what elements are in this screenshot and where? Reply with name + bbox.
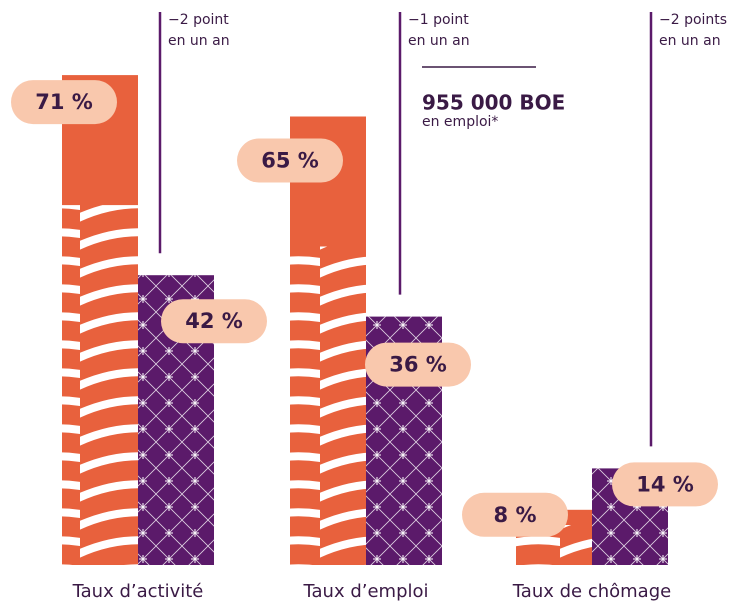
callout-value: 955 000 BOE	[422, 91, 565, 115]
value-label: 36 %	[389, 353, 447, 377]
annotation: en un an	[408, 33, 470, 49]
value-pill	[237, 138, 343, 183]
annotation: en un an	[168, 33, 230, 49]
value-pill	[11, 80, 117, 125]
value-label: 42 %	[185, 309, 243, 333]
annotation: −2 points	[659, 12, 727, 28]
callout-label: en emploi*	[422, 114, 498, 130]
value-label: 65 %	[261, 149, 319, 173]
category-label: Taux d’emploi	[302, 581, 428, 602]
category-label: Taux d’activité	[72, 581, 204, 602]
annotation: −1 point	[408, 12, 469, 28]
bar-texture	[290, 246, 366, 565]
bar-texture	[62, 205, 138, 565]
value-pill	[612, 462, 718, 507]
value-pill	[365, 342, 471, 387]
value-label: 8 %	[494, 503, 537, 527]
annotation: −2 point	[168, 12, 229, 28]
annotation: en un an	[659, 33, 721, 49]
value-label: 71 %	[35, 90, 93, 114]
value-pill	[161, 299, 267, 344]
category-label: Taux de chômage	[512, 581, 671, 602]
value-pill	[462, 492, 568, 537]
value-label: 14 %	[636, 472, 694, 496]
